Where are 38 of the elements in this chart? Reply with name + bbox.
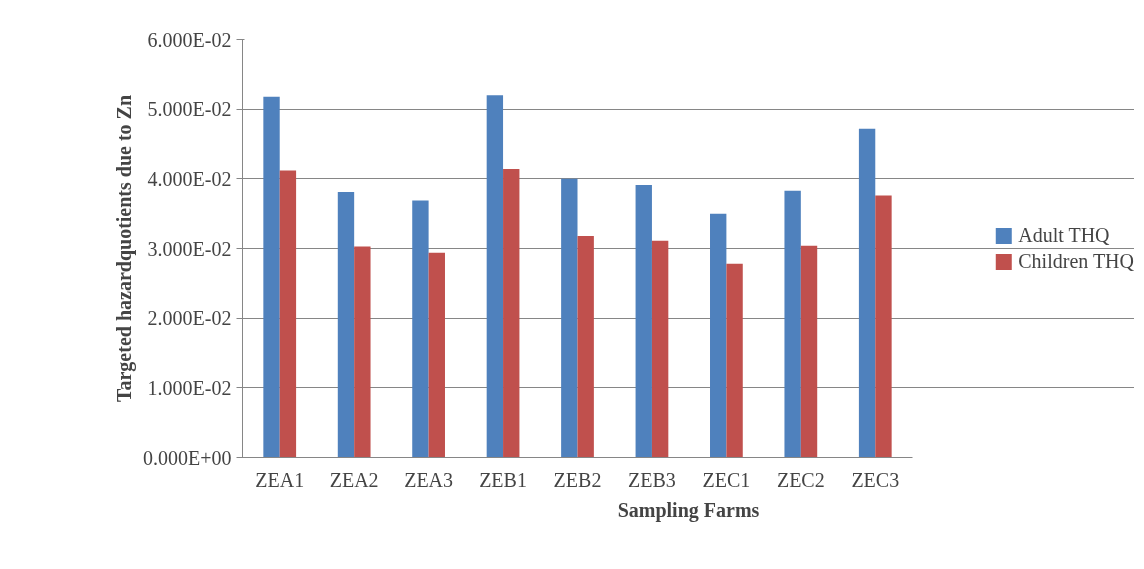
bar xyxy=(412,200,429,458)
x-tick-label: ZEC1 xyxy=(702,468,751,491)
bar xyxy=(354,246,371,458)
bar xyxy=(784,190,801,458)
y-axis-title: Targeted hazardquotients due to Zn xyxy=(113,94,136,403)
y-tick-label: 0.000E+00 xyxy=(143,446,232,469)
x-tick-label: ZEB3 xyxy=(628,468,676,491)
x-tick-label: ZEB1 xyxy=(479,468,527,491)
x-tick-label: ZEA3 xyxy=(404,468,454,491)
bar xyxy=(800,245,818,458)
x-tick-label: ZEB2 xyxy=(553,468,602,491)
x-tick-label: ZEA1 xyxy=(255,468,305,491)
bar xyxy=(726,263,743,458)
bar xyxy=(710,213,727,458)
bar xyxy=(635,185,652,458)
x-tick-label: ZEA2 xyxy=(329,468,379,491)
x-tick-label: ZEC3 xyxy=(851,468,900,491)
bar xyxy=(875,195,892,458)
bar xyxy=(337,192,355,458)
y-tick-label: 4.000E-02 xyxy=(147,167,232,190)
y-tick-label: 3.000E-02 xyxy=(147,237,232,260)
bar xyxy=(651,240,669,458)
bar xyxy=(577,235,594,458)
bar xyxy=(279,170,297,458)
x-axis-title: Sampling Farms xyxy=(617,498,760,522)
y-tick-label: 1.000E-02 xyxy=(147,376,232,399)
bar xyxy=(858,128,876,458)
y-tick-label: 2.000E-02 xyxy=(147,307,232,330)
y-tick-label: 6.000E-02 xyxy=(147,28,232,51)
bar xyxy=(503,169,520,458)
y-tick-label: 5.000E-02 xyxy=(147,98,232,121)
bar xyxy=(428,252,445,458)
bar xyxy=(561,178,578,458)
x-tick-label: ZEC2 xyxy=(776,468,825,491)
legend-label: Children THQ xyxy=(1018,249,1134,273)
bar xyxy=(486,95,504,458)
legend-label: Adult THQ xyxy=(1018,223,1110,247)
bar xyxy=(263,96,280,458)
